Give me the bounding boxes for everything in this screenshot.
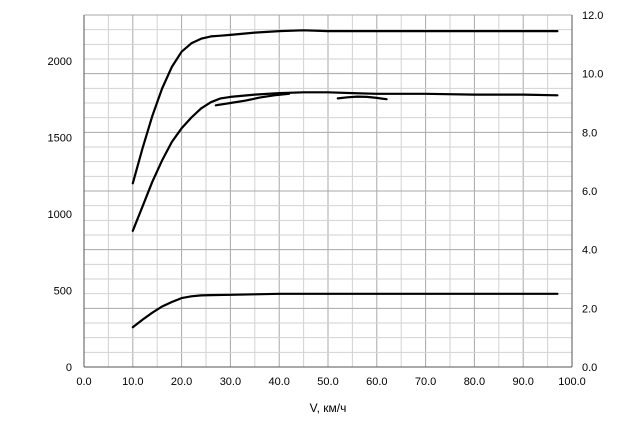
x-tick-label: 0.0 xyxy=(76,376,91,388)
series-line-5 xyxy=(336,95,388,101)
x-tick-label: 50.0 xyxy=(317,376,338,388)
x-tick-label: 80.0 xyxy=(464,376,485,388)
x-tick-label: 90.0 xyxy=(512,376,533,388)
y-left-tick-label: 1000 xyxy=(48,209,72,221)
y-left-tick-label: 2000 xyxy=(48,56,72,68)
y-right-tick-label: 8.0 xyxy=(582,127,597,139)
x-tick-label: 30.0 xyxy=(220,376,241,388)
x-tick-label: 70.0 xyxy=(415,376,436,388)
y-left-tick-label: 0 xyxy=(66,362,72,374)
series-group xyxy=(131,29,559,329)
x-tick-label: 40.0 xyxy=(268,376,289,388)
y-right-tick-label: 6.0 xyxy=(582,186,597,198)
axes xyxy=(83,15,573,368)
y-right-tick-label: 0.0 xyxy=(582,362,597,374)
x-tick-label: 100.0 xyxy=(558,376,586,388)
series-line-2 xyxy=(131,91,559,232)
y-right-tick-label: 2.0 xyxy=(582,303,597,315)
y-right-tick-label: 10.0 xyxy=(582,69,603,81)
series-line-4 xyxy=(214,92,291,107)
grid xyxy=(83,14,573,368)
y-right-tick-label: 12.0 xyxy=(582,10,603,22)
y-left-tick-label: 1500 xyxy=(48,132,72,144)
y-right-tick-label: 4.0 xyxy=(582,245,597,257)
x-tick-label: 20.0 xyxy=(171,376,192,388)
series-line-3 xyxy=(131,292,559,329)
y-left-tick-label: 500 xyxy=(54,285,72,297)
x-tick-label: 10.0 xyxy=(122,376,143,388)
series-line-1 xyxy=(131,29,559,185)
x-tick-label: 60.0 xyxy=(366,376,387,388)
x-axis-label: V, км/ч xyxy=(310,401,347,415)
tick-labels: 0.0 10.0 20.0 30.0 40.0 50.0 60.0 70.0 80.0 90.0 1… xyxy=(48,10,604,388)
